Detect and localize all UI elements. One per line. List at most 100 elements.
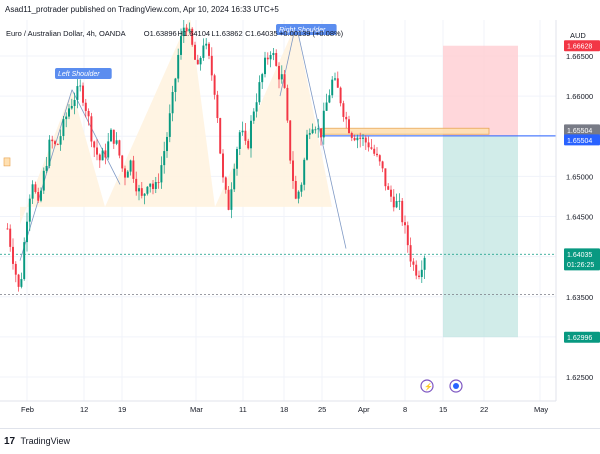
- candle-body: [264, 57, 266, 75]
- candle-body: [140, 188, 143, 196]
- candle-body: [110, 129, 112, 142]
- price-tick: 1.64500: [566, 213, 593, 222]
- candle-body: [216, 94, 219, 119]
- candle-body: [350, 132, 353, 138]
- candle-body: [166, 136, 168, 152]
- candle-body: [98, 154, 101, 161]
- candle-body: [297, 191, 300, 199]
- brand-name: TradingView: [20, 436, 70, 446]
- candle-body: [112, 129, 115, 144]
- lightning-event-icon: [420, 379, 434, 393]
- pattern-label-bg: [276, 24, 337, 35]
- time-tick: Feb: [21, 405, 34, 414]
- time-tick: 8: [403, 405, 407, 414]
- candle-body: [146, 186, 149, 194]
- candle-body: [390, 189, 392, 197]
- candle-body: [406, 225, 409, 246]
- candle-body: [104, 150, 107, 158]
- candle-body: [370, 147, 373, 149]
- economic-event-dot: [453, 383, 459, 389]
- candle-body: [40, 190, 42, 201]
- candle-body: [84, 102, 87, 111]
- candle-body: [210, 55, 213, 76]
- candle-body: [258, 82, 261, 103]
- candle-body: [412, 261, 415, 265]
- pattern-line: [279, 23, 297, 97]
- candle-body: [224, 177, 227, 190]
- head-shoulders-fill: [20, 20, 332, 225]
- candle-body: [367, 142, 370, 148]
- candle-body: [247, 140, 250, 149]
- candle-body: [152, 183, 154, 189]
- candle-body: [168, 113, 171, 137]
- candle-body: [56, 144, 59, 145]
- candle-body: [236, 148, 238, 169]
- legend-low: L1.63862: [211, 29, 242, 38]
- candle-body: [322, 110, 325, 138]
- candle-body: [300, 184, 303, 192]
- candle-body: [280, 74, 283, 80]
- publish-info: Asad11_protrader published on TradingVie…: [5, 5, 279, 14]
- candle-body: [48, 139, 51, 166]
- candle-body: [244, 130, 247, 141]
- candle-body: [12, 246, 14, 264]
- candle-body: [45, 165, 48, 171]
- candles: [6, 20, 426, 292]
- candle-body: [373, 148, 376, 154]
- stop-loss-zone: [443, 45, 518, 136]
- candle-body: [339, 87, 342, 104]
- price-tag-bg: [564, 124, 600, 136]
- candle-body: [401, 200, 404, 223]
- candle-body: [79, 85, 82, 87]
- candle-body: [219, 118, 222, 154]
- candle-body: [194, 44, 196, 60]
- candle-body: [23, 242, 26, 280]
- candle-body: [54, 141, 56, 145]
- time-tick: Mar: [190, 405, 203, 414]
- candle-body: [317, 128, 320, 130]
- price-tick: 1.66500: [566, 52, 593, 61]
- time-tick: 19: [118, 405, 126, 414]
- legend: Euro / Australian Dollar, 4h, OANDA O1.63…: [6, 29, 344, 38]
- candle-body: [87, 110, 90, 117]
- candle-body: [272, 53, 275, 56]
- price-tag-bg: [564, 248, 600, 271]
- candle-body: [182, 27, 185, 37]
- candle-body: [230, 189, 233, 210]
- candle-body: [364, 137, 367, 143]
- price-tag: 1.64035: [567, 252, 592, 259]
- time-tick: 15: [439, 405, 447, 414]
- candle-body: [381, 161, 384, 169]
- candle-body: [320, 128, 322, 138]
- candle-body: [266, 57, 269, 60]
- candle-body: [115, 140, 118, 144]
- candle-body: [269, 55, 272, 60]
- candle-body: [283, 74, 286, 88]
- candle-body: [342, 103, 345, 117]
- candle-body: [241, 130, 244, 133]
- candle-body: [121, 155, 124, 169]
- price-tick: 1.66000: [566, 92, 593, 101]
- price-countdown: 01:26:25: [567, 262, 594, 269]
- candle-body: [348, 119, 350, 133]
- candle-body: [420, 269, 423, 277]
- currency-label: AUD: [570, 31, 586, 40]
- candle-body: [233, 168, 236, 190]
- candle-body: [73, 100, 76, 106]
- candle-body: [90, 116, 93, 142]
- candle-body: [180, 36, 182, 55]
- candle-body: [26, 221, 28, 243]
- pattern-label: Left Shoulder: [58, 71, 100, 78]
- candle-body: [252, 111, 255, 121]
- candle-body: [154, 182, 157, 189]
- pattern-line: [71, 89, 121, 185]
- price-tag: 1.62996: [567, 335, 592, 342]
- legend-high: H1.64104: [178, 29, 211, 38]
- price-tag: 1.65504: [567, 138, 592, 145]
- candle-body: [6, 228, 9, 230]
- candle-body: [409, 245, 412, 262]
- candle-body: [93, 141, 96, 148]
- candle-body: [238, 132, 241, 149]
- candle-body: [132, 160, 135, 179]
